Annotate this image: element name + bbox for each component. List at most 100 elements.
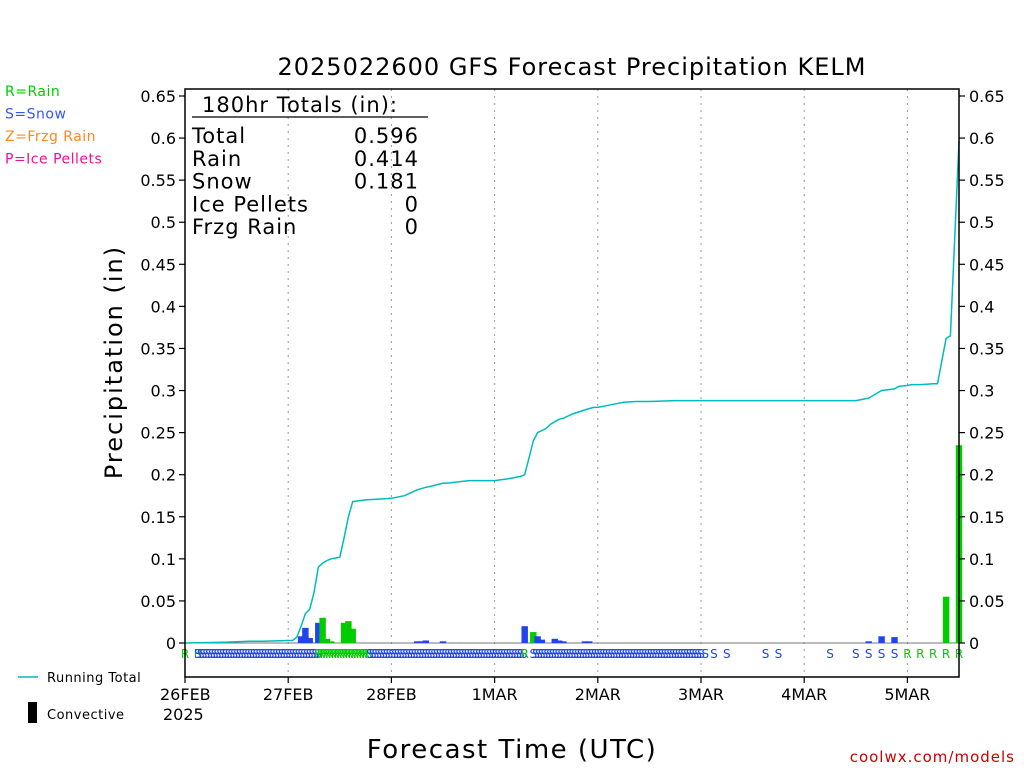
- ptype-mark: S: [405, 647, 413, 661]
- precip-bar: [878, 636, 885, 643]
- chart-title: 2025022600 GFS Forecast Precipitation KE…: [278, 53, 867, 81]
- ptype-mark: S: [506, 647, 514, 661]
- ptype-mark: R: [903, 647, 911, 661]
- ptype-mark: S: [386, 647, 394, 661]
- ptype-mark: S: [295, 647, 303, 661]
- ptype-mark: S: [472, 647, 480, 661]
- ptype-mark: S: [461, 647, 469, 661]
- ptype-mark: S: [588, 647, 596, 661]
- ptype-mark: S: [775, 647, 783, 661]
- ptype-mark: S: [391, 647, 399, 661]
- precip-bar: [865, 641, 872, 643]
- convective-legend-swatch: [28, 702, 37, 723]
- ptype-mark: S: [456, 647, 464, 661]
- y-tick-label: 0.3: [151, 382, 176, 401]
- ptype-mark: S: [481, 647, 489, 661]
- ptype-mark: R: [342, 647, 350, 661]
- totals-row-value: 0.181: [354, 170, 419, 194]
- ptype-mark: S: [577, 647, 585, 661]
- ptype-mark: S: [891, 647, 899, 661]
- ptype-mark: S: [433, 647, 441, 661]
- ptype-mark: S: [852, 647, 860, 661]
- ptype-mark: S: [560, 647, 568, 661]
- precip-bar: [530, 632, 537, 643]
- ptype-mark: S: [641, 647, 649, 661]
- ptype-mark: R: [350, 647, 358, 661]
- y-tick-label-right: 0.25: [969, 424, 1005, 443]
- ptype-mark: S: [366, 647, 374, 661]
- precip-bar: [942, 596, 950, 643]
- ptype-mark: R: [356, 647, 364, 661]
- ptype-mark: S: [580, 647, 588, 661]
- ptype-mark: S: [397, 647, 405, 661]
- x-tick-label: 28FEB: [366, 685, 417, 704]
- x-tick-label: 5MAR: [884, 685, 930, 704]
- totals-rows: Total 0.596 Rain 0.414 Snow 0.181 Ice Pellets 0…: [191, 124, 419, 239]
- ptype-mark: S: [197, 647, 205, 661]
- y-tick-label: 0: [166, 634, 176, 653]
- ptype-mark: S: [258, 647, 266, 661]
- ptype-mark: S: [529, 647, 537, 661]
- precip-bar: [327, 641, 335, 643]
- ptype-mark: S: [497, 647, 505, 661]
- vertical-gridlines: [185, 89, 959, 677]
- ptype-mark: R: [929, 647, 937, 661]
- ptype-mark: S: [541, 647, 549, 661]
- x-tick-label: 3MAR: [678, 685, 724, 704]
- ptype-mark: S: [489, 647, 497, 661]
- ptype-mark: R: [314, 647, 322, 661]
- ptype-mark: S: [630, 647, 638, 661]
- ptype-mark: S: [675, 647, 683, 661]
- ptype-mark: S: [436, 647, 444, 661]
- precip-bar: [340, 622, 348, 643]
- ptype-mark: S: [419, 647, 427, 661]
- ptype-mark: S: [492, 647, 500, 661]
- totals-row-label: Ice Pellets: [192, 192, 309, 216]
- ptype-legend: R=Rain S=Snow Z=Frzg Rain P=Ice Pellets: [5, 84, 102, 168]
- ptype-mark: S: [225, 647, 233, 661]
- ptype-mark: S: [658, 647, 666, 661]
- ptype-mark: S: [208, 647, 216, 661]
- ptype-mark: S: [442, 647, 450, 661]
- precip-bar: [422, 640, 430, 643]
- ptype-mark: S: [380, 647, 388, 661]
- y-axis-label: Precipitation (in): [100, 245, 128, 479]
- totals-row-value: 0: [405, 215, 419, 239]
- totals-row-value: 0: [405, 192, 419, 216]
- ptype-mark: S: [400, 647, 408, 661]
- ptype-mark: S: [672, 647, 680, 661]
- y-tick-label: 0.6: [151, 129, 176, 148]
- ptype-mark: S: [298, 647, 306, 661]
- y-tick-label: 0.45: [140, 255, 176, 274]
- ptype-mark: S: [627, 647, 635, 661]
- ptype-mark: S: [408, 647, 416, 661]
- precip-bar: [551, 638, 559, 643]
- ptype-mark: S: [701, 647, 709, 661]
- ptype-mark: S: [475, 647, 483, 661]
- ptype-mark: R: [339, 647, 347, 661]
- y-tick-label: 0.4: [151, 297, 176, 316]
- ptype-mark: S: [416, 647, 424, 661]
- ptype-mark: S: [557, 647, 565, 661]
- totals-row-value: 0.596: [354, 124, 419, 148]
- ptype-mark: S: [275, 647, 283, 661]
- y-tick-label: 0.55: [140, 171, 176, 190]
- ptype-mark: S: [247, 647, 255, 661]
- ptype-mark: S: [678, 647, 686, 661]
- ptype-mark: S: [555, 647, 563, 661]
- precip-bar: [439, 641, 447, 643]
- ptype-mark: S: [374, 647, 382, 661]
- ptype-mark: S: [661, 647, 669, 661]
- ptype-legend-item: R=Rain: [5, 84, 60, 100]
- ptype-mark: S: [652, 647, 660, 661]
- ptype-mark: S: [284, 647, 292, 661]
- y-tick-label-right: 0.4: [969, 297, 994, 316]
- ptype-mark: R: [942, 647, 950, 661]
- ptype-mark: S: [509, 647, 517, 661]
- ptype-mark: R: [362, 647, 370, 661]
- ptype-mark: S: [219, 647, 227, 661]
- ptype-mark: S: [228, 647, 236, 661]
- precip-bar: [521, 626, 528, 643]
- y-tick-label-right: 0.15: [969, 508, 1005, 527]
